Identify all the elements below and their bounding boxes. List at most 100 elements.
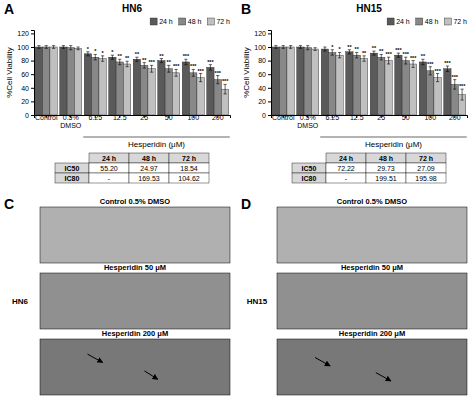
tick-label: 40 bbox=[258, 85, 266, 92]
bar bbox=[402, 61, 409, 115]
tick: 50 bbox=[402, 114, 410, 121]
tick-mark bbox=[31, 61, 34, 62]
significance-label: ** bbox=[142, 57, 147, 63]
legend-swatch bbox=[444, 18, 451, 25]
tick: 20 bbox=[21, 98, 34, 105]
table-cell-text: 18.54 bbox=[180, 165, 198, 172]
arrow bbox=[315, 357, 330, 365]
error-bar bbox=[192, 69, 195, 76]
significance-label: *** bbox=[173, 63, 180, 69]
tick: 0.5%DMSO bbox=[60, 114, 82, 129]
tick: 60 bbox=[21, 71, 34, 78]
table-cell-text: 199.51 bbox=[375, 175, 397, 182]
bar bbox=[272, 47, 279, 115]
bar bbox=[444, 69, 451, 115]
error-bar bbox=[216, 76, 219, 84]
table-cell bbox=[89, 163, 129, 173]
error-bar bbox=[126, 61, 129, 66]
error-bar bbox=[397, 53, 400, 57]
bar bbox=[148, 69, 155, 115]
significance-label: *** bbox=[197, 68, 204, 74]
error-bar bbox=[314, 48, 317, 51]
error-bar bbox=[52, 46, 55, 49]
tick-label: 20 bbox=[21, 98, 29, 105]
error-bar bbox=[453, 80, 456, 90]
legend: 24 h48 h72 h bbox=[150, 18, 230, 25]
tick-label: 50 bbox=[165, 114, 173, 121]
error-bar bbox=[461, 89, 464, 100]
significance-label: *** bbox=[427, 61, 434, 67]
axis-line bbox=[31, 31, 35, 116]
table-cell bbox=[169, 173, 209, 183]
table-cell-text: 27.09 bbox=[417, 165, 435, 172]
tick-label: 20 bbox=[258, 98, 266, 105]
table-header-cell bbox=[326, 153, 366, 163]
bar bbox=[50, 47, 57, 115]
image-title: Hesperidin 50 μM bbox=[104, 263, 166, 272]
table-cell bbox=[169, 163, 209, 173]
table-header: 24 h bbox=[339, 155, 353, 162]
tick: Control bbox=[35, 114, 58, 121]
table-row-label-cell bbox=[292, 173, 326, 183]
bracket bbox=[320, 137, 467, 138]
error-bar bbox=[224, 84, 227, 94]
significance-label: ** bbox=[347, 44, 352, 50]
bar bbox=[158, 61, 165, 115]
image-title: Control 0.5% DMSO bbox=[337, 197, 408, 206]
bar bbox=[346, 52, 353, 115]
tick-label: 0.5%DMSO bbox=[60, 114, 82, 129]
series bbox=[280, 46, 459, 115]
error-bar bbox=[421, 59, 424, 64]
tick: 120 bbox=[254, 30, 271, 37]
panel-letter: B bbox=[241, 1, 251, 17]
table-cell-text: 55.20 bbox=[100, 165, 118, 172]
tick-label-line: DMSO bbox=[297, 122, 319, 129]
tick-label-line: DMSO bbox=[60, 122, 82, 129]
bar bbox=[182, 62, 189, 115]
bar bbox=[84, 54, 91, 115]
tick-label-line: 200 bbox=[449, 114, 461, 121]
legend-label: 48 h bbox=[425, 18, 439, 25]
bar bbox=[207, 67, 214, 115]
table-row-label: IC80 bbox=[65, 175, 80, 182]
legend-swatch bbox=[179, 18, 186, 25]
error-bar bbox=[363, 56, 366, 61]
table-row-label-cell bbox=[292, 163, 326, 173]
error-bar bbox=[160, 59, 163, 63]
bar bbox=[60, 47, 67, 115]
table-cell-text: 169.53 bbox=[138, 175, 160, 182]
tick-mark bbox=[31, 33, 34, 34]
error-bar bbox=[209, 65, 212, 70]
significance-labels: **************************************** bbox=[87, 46, 229, 85]
series bbox=[287, 46, 466, 115]
significance-label: ** bbox=[379, 48, 384, 54]
tick-label-line: 12.5 bbox=[113, 114, 127, 121]
bar bbox=[370, 53, 377, 115]
error-bar bbox=[45, 46, 48, 49]
error-bar bbox=[323, 47, 326, 51]
plot-marks bbox=[35, 46, 229, 115]
tick-mark bbox=[31, 74, 34, 75]
bar bbox=[165, 69, 172, 115]
bar bbox=[116, 62, 123, 115]
tick-label-line: Control bbox=[35, 114, 58, 121]
tick-mark bbox=[268, 101, 271, 102]
significance-label: ** bbox=[372, 45, 377, 51]
chart-title: HN15 bbox=[356, 3, 382, 14]
significance-label: *** bbox=[207, 59, 214, 65]
tick: 40 bbox=[258, 85, 271, 92]
tick-label: 50 bbox=[402, 114, 410, 121]
error-bar bbox=[289, 46, 292, 49]
image-title: Control 0.5% DMSO bbox=[100, 197, 171, 206]
panel-letter: D bbox=[241, 196, 251, 212]
bar bbox=[427, 71, 434, 115]
bar bbox=[99, 59, 106, 115]
image-placeholder bbox=[277, 207, 467, 263]
tick: Control bbox=[272, 114, 295, 121]
plot-marks bbox=[272, 46, 466, 115]
tick-label-line: 6.25 bbox=[88, 114, 102, 121]
error-bar bbox=[404, 57, 407, 64]
image-placeholder bbox=[40, 207, 230, 263]
error-bar bbox=[372, 51, 375, 55]
tick-label: 200 bbox=[212, 114, 224, 121]
